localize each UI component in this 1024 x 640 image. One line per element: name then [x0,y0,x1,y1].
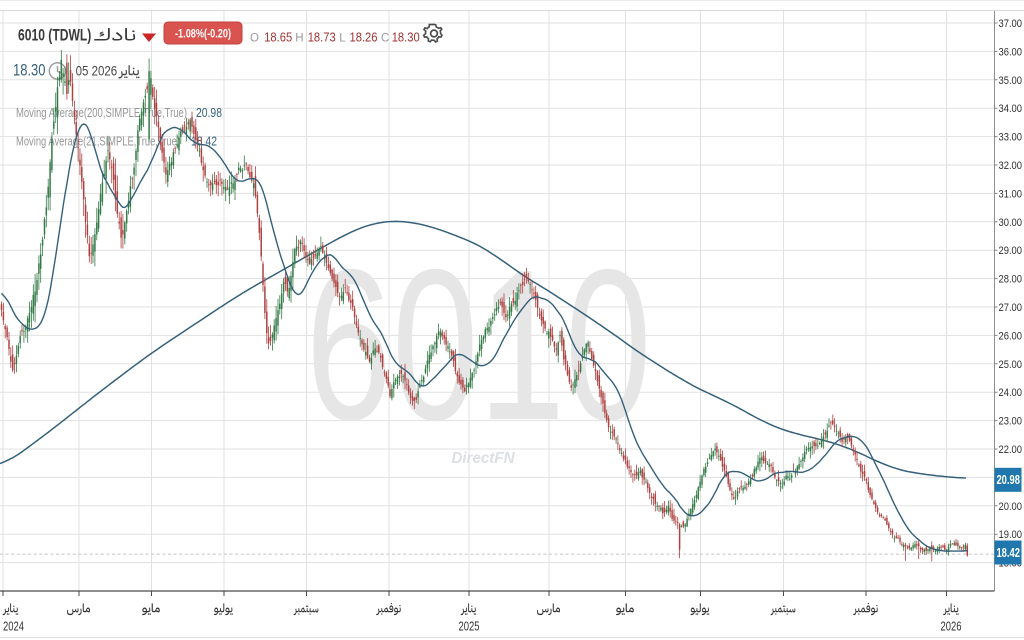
svg-text:-1.08%(-0.20): -1.08%(-0.20) [175,29,231,41]
svg-text:36.00: 36.00 [999,46,1023,58]
svg-text:2026: 2026 [941,619,962,634]
svg-text:O: O [250,33,259,45]
svg-text:Moving Average(21,SIMPLE,True,: Moving Average(21,SIMPLE,True,True) [16,135,180,149]
svg-text:18.42: 18.42 [191,134,217,149]
svg-text:35.00: 35.00 [999,75,1023,87]
svg-text:20.98: 20.98 [196,105,222,120]
svg-text:20.00: 20.00 [999,501,1023,513]
svg-text:19.00: 19.00 [999,529,1023,541]
svg-text:05 2026: 05 2026 [76,64,118,79]
svg-text:30.00: 30.00 [999,217,1023,229]
svg-text:20.98: 20.98 [996,473,1020,487]
svg-text:25.00: 25.00 [999,359,1023,371]
svg-text:28.00: 28.00 [999,274,1023,286]
svg-text:18.73: 18.73 [308,30,336,45]
svg-text:23.00: 23.00 [999,416,1023,428]
svg-text:H: H [295,33,303,45]
svg-text:2025: 2025 [459,619,480,634]
svg-text:22.00: 22.00 [999,444,1023,456]
svg-text:18.26: 18.26 [350,30,378,45]
svg-text:24.00: 24.00 [999,387,1023,399]
svg-text:2024: 2024 [3,619,24,634]
svg-text:18.42: 18.42 [996,546,1020,560]
svg-text:37.00: 37.00 [999,18,1023,30]
svg-text:29.00: 29.00 [999,245,1023,257]
svg-text:C: C [381,33,389,45]
svg-text:Moving Average(200,SIMPLE,True: Moving Average(200,SIMPLE,True,True) [16,106,187,120]
svg-text:L: L [339,33,346,45]
svg-text:34.00: 34.00 [999,103,1023,115]
svg-text:32.00: 32.00 [999,160,1023,172]
svg-text:6010 (TDWL): 6010 (TDWL) [18,26,91,44]
svg-text:18.30: 18.30 [13,62,46,80]
svg-text:26.00: 26.00 [999,330,1023,342]
svg-text:18.30: 18.30 [392,30,420,45]
svg-text:DirectFN: DirectFN [452,450,515,467]
svg-text:31.00: 31.00 [999,188,1023,200]
svg-text:6010: 6010 [306,224,652,465]
svg-text:27.00: 27.00 [999,302,1023,314]
svg-text:33.00: 33.00 [999,132,1023,144]
svg-text:18.65: 18.65 [264,30,292,45]
